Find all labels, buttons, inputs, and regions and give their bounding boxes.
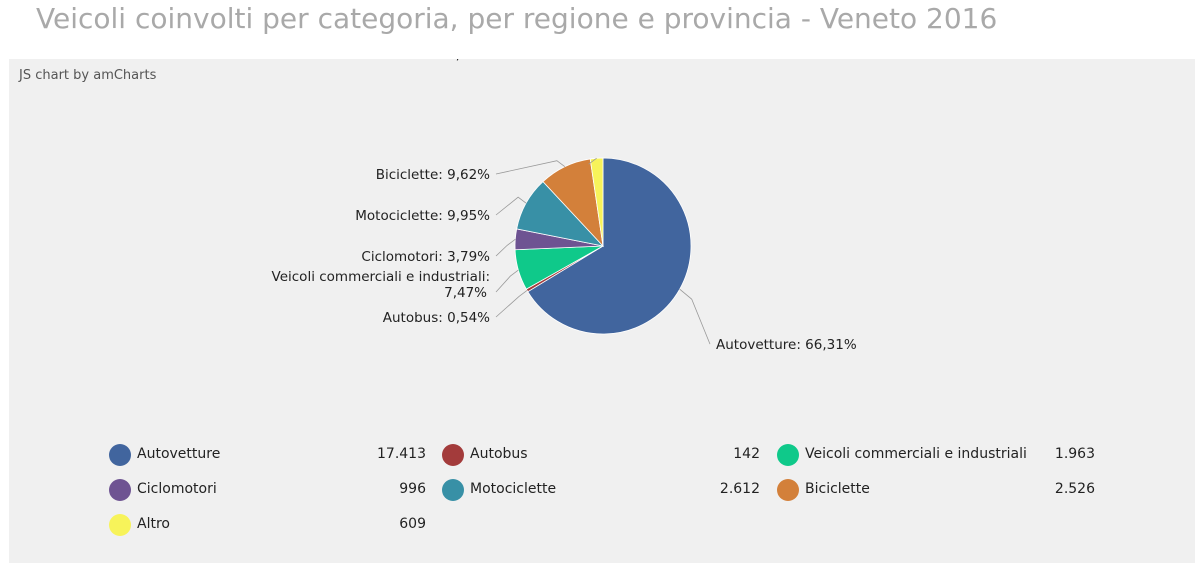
legend-value: 17.413 xyxy=(377,446,426,462)
legend-marker xyxy=(442,444,464,466)
legend-item[interactable]: Altro 609 xyxy=(109,513,426,539)
slice-label: Biciclette: 9,62% xyxy=(376,167,490,183)
amcharts-credit-link[interactable]: JS chart by amCharts xyxy=(19,68,157,83)
label-leader-line xyxy=(588,157,597,165)
legend-item[interactable]: Autovetture 17.413 xyxy=(109,443,426,469)
label-leader-line xyxy=(679,288,711,345)
page-title: Veicoli coinvolti per categoria, per reg… xyxy=(36,2,998,35)
legend-item[interactable]: Motociclette 2.612 xyxy=(442,478,760,504)
label-leader-line xyxy=(495,269,519,293)
legend-label: Autobus xyxy=(470,446,528,462)
legend-value: 609 xyxy=(399,516,426,532)
legend-value: 2.526 xyxy=(1054,481,1095,497)
legend-item[interactable]: Autobus 142 xyxy=(442,443,760,469)
label-leader-line xyxy=(495,238,516,257)
legend-label: Motociclette xyxy=(470,481,557,497)
legend-marker xyxy=(109,444,131,466)
slice-label: Veicoli commerciali e industriali: 7,47% xyxy=(272,269,490,301)
legend-value: 142 xyxy=(733,446,760,462)
pie-chart: Autovetture: 66,31% Autobus: 0,54% Veicoli… xyxy=(272,59,857,353)
legend-value: 996 xyxy=(399,481,426,497)
pie-slice-autovetture[interactable] xyxy=(527,157,692,335)
slice-label: Ciclomotori: 3,79% xyxy=(361,249,490,265)
legend-label: Altro xyxy=(137,516,170,532)
legend-marker xyxy=(109,514,131,536)
legend-marker xyxy=(442,479,464,501)
label-leader-line xyxy=(495,290,528,318)
legend-label: Biciclette xyxy=(805,481,870,497)
slice-label: Motociclette: 9,95% xyxy=(355,208,490,224)
legend-marker xyxy=(777,479,799,501)
legend-marker xyxy=(109,479,131,501)
legend-value: 2.612 xyxy=(719,481,760,497)
legend-value: 1.963 xyxy=(1054,446,1095,462)
legend-item[interactable]: Ciclomotori 996 xyxy=(109,478,426,504)
legend-label: Autovetture xyxy=(137,446,221,462)
label-leader-line xyxy=(495,160,566,175)
legend-item[interactable]: Veicoli commerciali e industriali 1.963 xyxy=(777,443,1095,469)
legend-label: Veicoli commerciali e industriali xyxy=(805,446,1027,462)
slice-label: Autobus: 0,54% xyxy=(383,310,490,326)
legend-marker xyxy=(777,444,799,466)
label-leader-line xyxy=(495,196,527,216)
chart-panel: JS chart by amCharts Autovetture: 66,31%… xyxy=(9,59,1195,563)
pie-slice-altro[interactable] xyxy=(589,157,604,247)
legend-label: Ciclomotori xyxy=(137,481,217,497)
slice-label: Altro: 2,32% xyxy=(406,59,490,63)
legend-item[interactable]: Biciclette 2.526 xyxy=(777,478,1095,504)
slice-label: Autovetture: 66,31% xyxy=(716,337,857,353)
